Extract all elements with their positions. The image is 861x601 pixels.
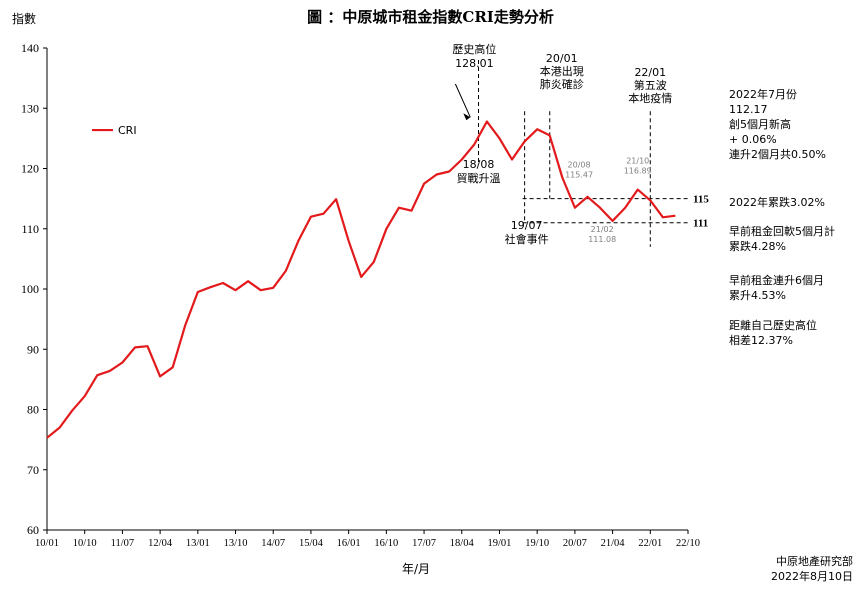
peak-arrow-head [463, 113, 471, 121]
y-axis-label: 指數 [12, 12, 37, 26]
x-tick-label: 11/07 [111, 538, 135, 549]
y-tick-label: 70 [27, 463, 39, 477]
x-tick-label: 13/01 [186, 538, 210, 549]
note-five-month-decline: 早前租金回軟5個月計 累跌4.28% [729, 225, 835, 253]
legend-label-cri: CRI [118, 124, 137, 137]
x-tick-label: 21/04 [601, 538, 626, 549]
chart-title: 圖 ：中原城市租金指數CRI走勢分析 [307, 8, 554, 26]
note-ytd-change: 2022年累跌3.02% [729, 196, 825, 209]
x-tick-label: 20/07 [563, 538, 587, 549]
cri-series-line [46, 120, 676, 439]
x-tick-label: 17/07 [412, 538, 436, 549]
y-tick-label: 100 [21, 282, 39, 296]
x-tick-label: 13/10 [224, 538, 248, 549]
x-tick-label: 12/04 [148, 538, 173, 549]
x-axis-label: 年/月 [402, 562, 431, 576]
reference-label-115: 115 [693, 194, 709, 206]
x-tick-label: 19/01 [488, 538, 512, 549]
annotation-covid: 20/01 本港出現肺炎確診 [540, 52, 584, 91]
note-distance-from-peak: 距離自己歷史高位 相差12.37% [729, 319, 817, 347]
note-six-month-rise: 早前租金連升6個月 累升4.53% [729, 274, 824, 302]
x-tick-label: 10/10 [73, 538, 97, 549]
y-tick-label: 140 [21, 41, 39, 55]
x-tick-label: 19/10 [525, 538, 549, 549]
y-tick-label: 120 [21, 162, 39, 176]
x-tick-label: 22/10 [676, 538, 700, 549]
annotation-peak-2008: 20/08 115.47 [565, 160, 593, 179]
annotation-trough-2102: 21/02 111.08 [588, 225, 616, 244]
annotation-peak: 歷史高位 128.01 [452, 42, 496, 70]
source-note: 中原地產研究部 2022年8月10日 [771, 555, 853, 583]
x-tick-label: 15/04 [299, 538, 324, 549]
y-tick-label: 60 [27, 523, 39, 537]
x-tick-label: 22/01 [638, 538, 662, 549]
x-tick-label: 14/07 [261, 538, 285, 549]
peak-arrow-line [454, 83, 471, 118]
annotation-peak-2110: 21/10 116.89 [624, 157, 652, 176]
annotation-social: 19/07 社會事件 [505, 219, 549, 246]
y-tick-label: 80 [27, 403, 39, 417]
note-july-2022: 2022年7月份 112.17 創5個月新高 + 0.06% 連升2個月共0.5… [729, 88, 826, 161]
x-tick-label: 16/10 [374, 538, 398, 549]
annotation-trade-war: 18/08 貿戰升溫 [457, 158, 501, 185]
y-tick-label: 110 [21, 222, 39, 236]
y-tick-label: 90 [27, 342, 39, 356]
reference-label-111: 111 [693, 218, 708, 230]
annotation-fifth-wave: 22/01 第五波本地疫情 [628, 66, 672, 105]
x-tick-label: 16/01 [337, 538, 361, 549]
x-tick-label: 10/01 [35, 538, 59, 549]
x-tick-label: 18/04 [450, 538, 475, 549]
y-tick-label: 130 [21, 101, 39, 115]
